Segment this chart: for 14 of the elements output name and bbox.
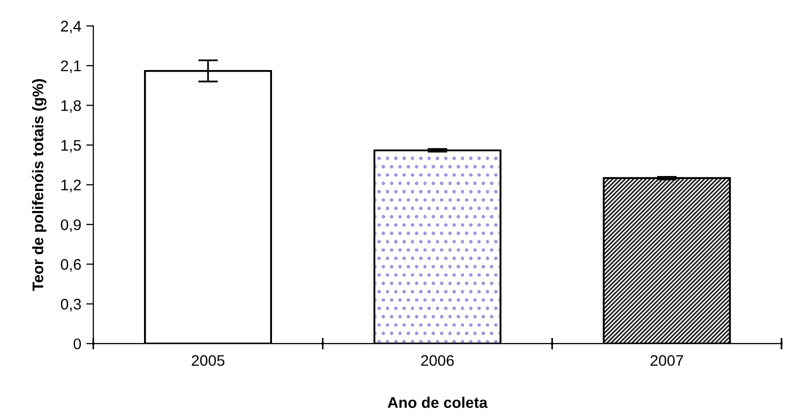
- y-tick-label: 1,5: [61, 140, 81, 153]
- x-axis-title: Ano de coleta: [388, 396, 488, 408]
- y-tick-label: 0,6: [60, 259, 81, 272]
- y-tick-label: 2,4: [61, 20, 82, 34]
- y-tick-label: 1,8: [61, 100, 81, 113]
- x-tick-label: 2006: [421, 355, 454, 366]
- y-tick-label: 0,9: [60, 219, 81, 232]
- y-tick-label: 2,1: [61, 60, 81, 74]
- y-tick-label: 0: [74, 338, 81, 350]
- x-tick-label: 2007: [650, 355, 684, 366]
- x-tick-label: 2005: [192, 355, 224, 366]
- y-axis-title: Teor de polifenóis totais (g%): [32, 79, 46, 291]
- y-tick-label: 1,2: [61, 180, 81, 192]
- y-tick-label: 0,3: [60, 298, 81, 312]
